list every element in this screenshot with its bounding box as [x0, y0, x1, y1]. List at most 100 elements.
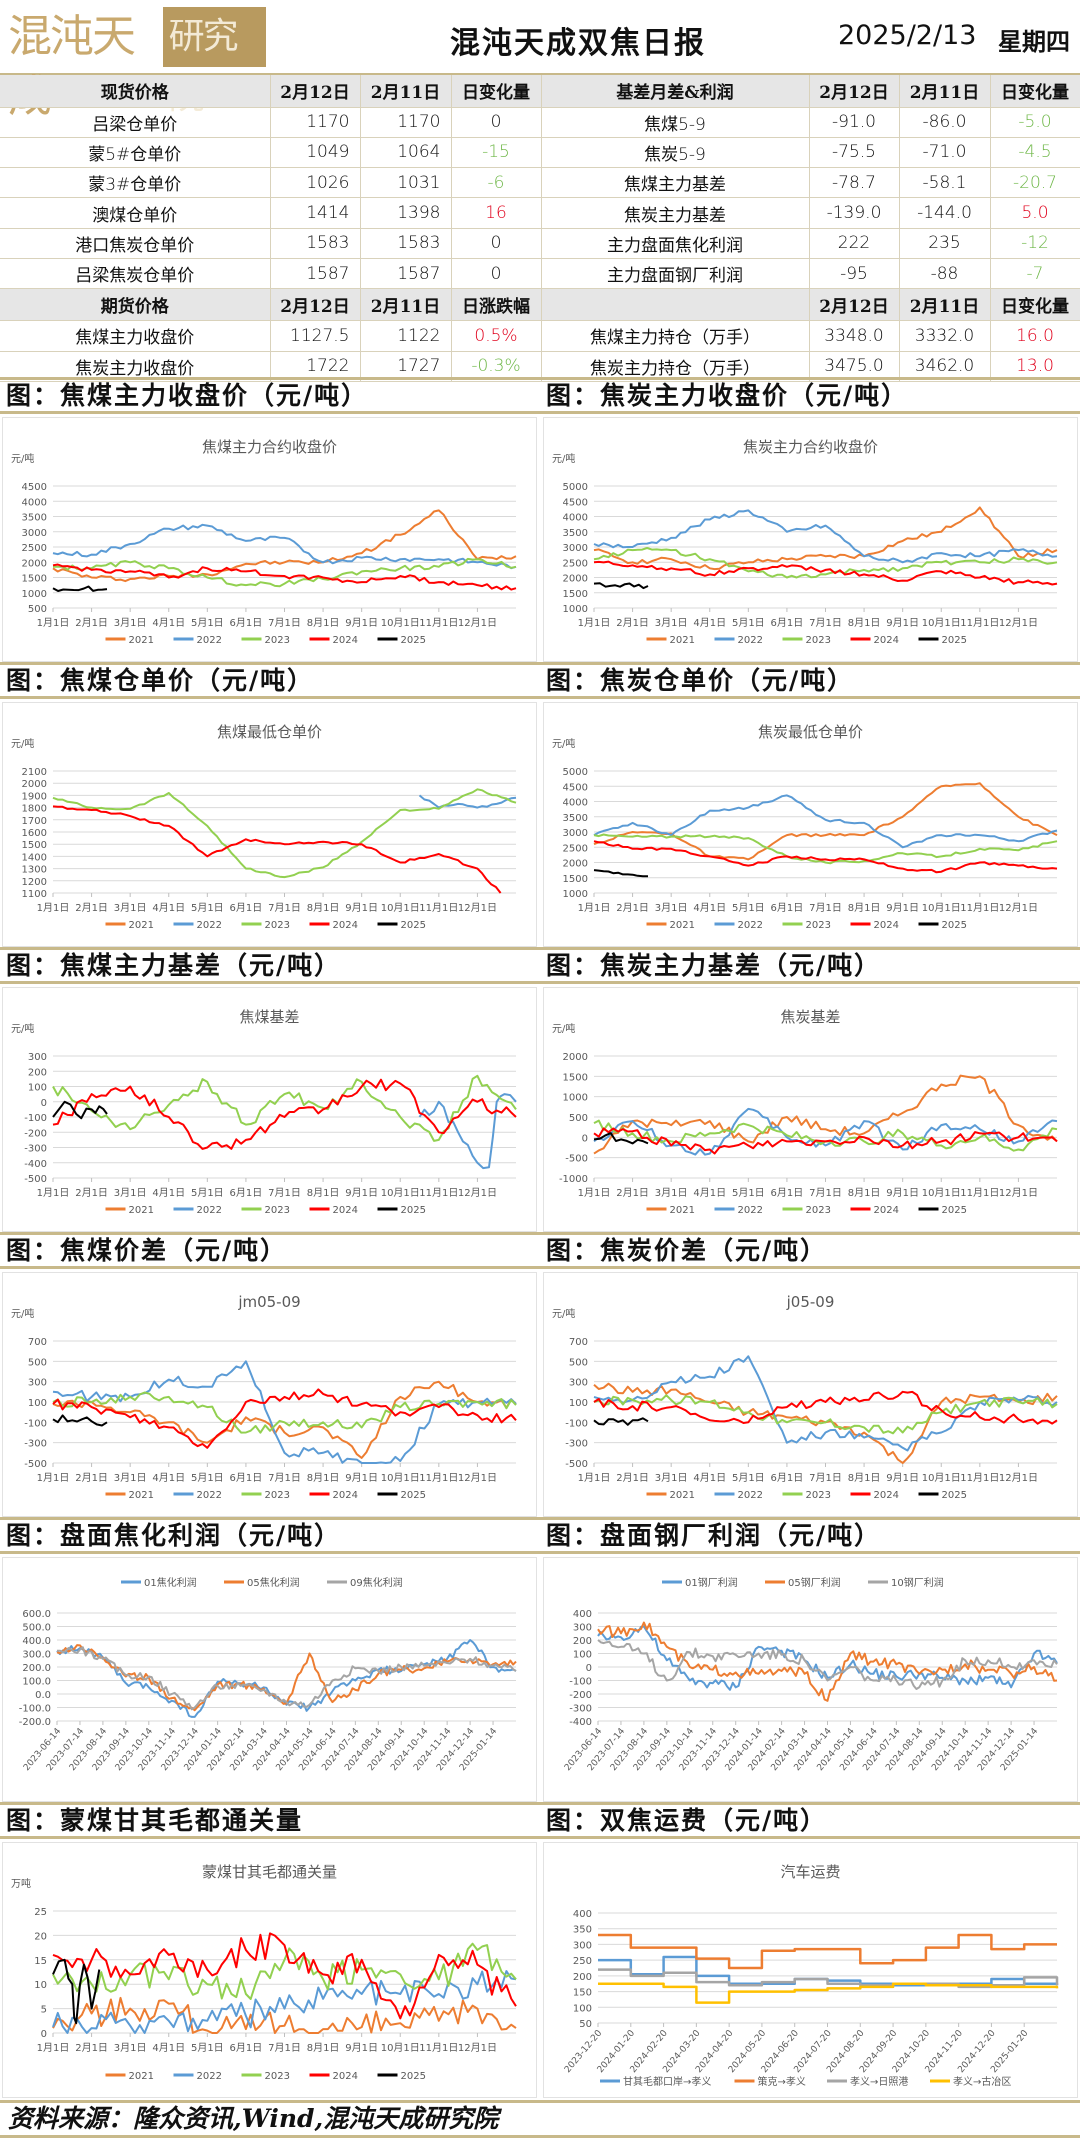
- x-tick-label: 11月1日: [419, 902, 458, 914]
- series-line-2025: [52, 1100, 108, 1120]
- x-tick-label: 12月1日: [458, 1187, 497, 1199]
- x-tick-label: 9月1日: [886, 1472, 919, 1484]
- y-tick-label: 500: [569, 1113, 588, 1124]
- report-header: 混沌天成 研究院 混沌天成双焦日报 2025/2/13 星期四: [0, 0, 1080, 122]
- x-tick-label: 3月1日: [114, 1472, 147, 1484]
- x-tick-label: 12月1日: [999, 617, 1038, 629]
- x-tick-label: 10月1日: [381, 902, 420, 914]
- x-tick-label: 1月1日: [578, 617, 611, 629]
- legend-label: 2022: [197, 1490, 222, 1501]
- x-tick-label: 4月1日: [152, 1472, 185, 1484]
- legend-item: 2022: [714, 1490, 763, 1501]
- legend-item: 2025: [377, 1490, 426, 1501]
- x-tick-label: 5月1日: [732, 1472, 765, 1484]
- x-tick-label: 10月1日: [922, 1472, 961, 1484]
- y-tick-label: 5000: [563, 767, 588, 778]
- series-line-2022: [418, 794, 517, 809]
- line-chart: -200.0 -100.0 0.0 100.0 200.0 300.0 400.0 500.0…: [19, 1576, 517, 1773]
- x-tick-label: 10月1日: [922, 1187, 961, 1199]
- series-line-2024: [593, 840, 1058, 874]
- y-tick-label: -200: [24, 1128, 47, 1139]
- y-tick-label: 1300: [22, 865, 47, 876]
- section-heading: 图：焦炭仓单价（元/吨）: [546, 666, 855, 695]
- legend-label: 2023: [265, 1490, 290, 1501]
- line-chart: j05-09 元/吨 -500 -300 -100 100 300 500 700 1月1日 2月1…: [552, 1293, 1058, 1501]
- series-line-2022: [593, 509, 1058, 564]
- column-header: 日变化量: [990, 288, 1080, 322]
- x-tick-label: 9月1日: [345, 2042, 378, 2054]
- y-tick-label: 5: [41, 2005, 47, 2016]
- y-axis-unit: 元/吨: [11, 737, 34, 750]
- y-tick-label: 350: [573, 1925, 592, 1936]
- y-tick-label: 0: [582, 1133, 588, 1144]
- series-line-2024: [593, 560, 1058, 586]
- section-heading: 图：盘面焦化利润（元/吨）: [6, 1521, 342, 1550]
- y-tick-label: 3500: [563, 528, 588, 539]
- legend-item: 2025: [377, 1205, 426, 1216]
- y-tick-label: 1000: [563, 604, 588, 615]
- y-axis-unit: 万吨: [11, 1877, 31, 1890]
- chart-panel: 焦煤最低仓单价 元/吨 1100 1200 1300 1400 1500 1600 1700 18…: [2, 702, 537, 947]
- x-tick-label: 2月1日: [616, 617, 649, 629]
- section-heading: 图：焦煤主力收盘价（元/吨）: [6, 381, 369, 410]
- legend-label: 05焦化利润: [247, 1576, 300, 1589]
- y-tick-label: 1500: [22, 840, 47, 851]
- section-heading: 图：焦煤主力基差（元/吨）: [6, 951, 342, 980]
- price-table: 现货价格 2月12日 2月11日 日变化量 基差月差&利润 2月12日 2月11日 日变化量吕…: [0, 75, 1080, 382]
- y-tick-label: 250: [573, 1956, 592, 1967]
- chart-panel: -400 -300 -200 -100 0 100 200 300 400 2023-06-14 2…: [543, 1557, 1078, 1802]
- legend-item: 2023: [782, 1205, 831, 1216]
- x-tick-label: 3月1日: [114, 902, 147, 914]
- series-line-策克→孝义: [598, 1933, 1057, 1970]
- legend-item: 2024: [850, 920, 899, 931]
- chart-title: 蒙煤甘其毛都通关量: [202, 1863, 337, 1881]
- legend-item: 2022: [173, 920, 222, 931]
- legend-label: 01钢厂利润: [685, 1576, 738, 1589]
- x-tick-label: 4月1日: [152, 617, 185, 629]
- legend-label: 2025: [401, 1205, 426, 1216]
- report-date: 2025/2/13: [838, 20, 977, 51]
- legend-label: 2024: [874, 1205, 899, 1216]
- chart-panel: -200.0 -100.0 0.0 100.0 200.0 300.0 400.0 500.0…: [2, 1557, 537, 1802]
- column-header: 基差月差&利润: [541, 75, 810, 108]
- legend-item: 2024: [309, 2071, 358, 2082]
- y-tick-label: -500: [565, 1459, 588, 1470]
- cell-value: 3462.0: [899, 351, 991, 382]
- x-tick-label: 4月1日: [693, 1472, 726, 1484]
- legend-item: 05焦化利润: [224, 1576, 300, 1589]
- cell-value: -78.7: [809, 167, 900, 199]
- y-tick-label: 200: [28, 1067, 47, 1078]
- cell-value: 1170: [270, 107, 361, 138]
- chart-panel: 焦炭基差 元/吨 -1000 -500 0 500 1000 1500 2000 1月1日 2月1日…: [543, 987, 1078, 1232]
- y-tick-label: 150: [573, 1988, 592, 1999]
- x-tick-label: 3月1日: [655, 902, 688, 914]
- chart-title: 焦煤最低仓单价: [217, 723, 322, 741]
- series-line-2024: [52, 805, 502, 894]
- legend-label: 孝义→古冶区: [953, 2075, 1011, 2088]
- chart-section: 图：焦煤价差（元/吨） 图：焦炭价差（元/吨） jm05-09 元/吨 -500 -300…: [0, 1232, 1080, 1517]
- series-line-2021: [593, 1074, 1058, 1155]
- cell-value: 0: [451, 107, 542, 138]
- y-tick-label: 2000: [22, 558, 47, 569]
- series-line-2023: [593, 1394, 1058, 1435]
- section-headings: 图：焦煤仓单价（元/吨） 图：焦炭仓单价（元/吨）: [0, 665, 1080, 699]
- column-header: 日变化量: [990, 75, 1080, 108]
- y-tick-label: 100.0: [22, 1677, 51, 1688]
- legend-label: 2022: [738, 635, 763, 646]
- chart-section: 图：蒙煤甘其毛都通关量 图：双焦运费（元/吨） 蒙煤甘其毛都通关量 万吨 0 5 10 15 2…: [0, 1802, 1080, 2100]
- y-tick-label: 300: [573, 1940, 592, 1951]
- row-label: 蒙3#仓单价: [0, 167, 271, 199]
- series-line-2025: [52, 1958, 101, 2025]
- x-tick-label: 4月1日: [152, 902, 185, 914]
- x-tick-label: 4月1日: [693, 1187, 726, 1199]
- table-row: 焦炭主力收盘价 1722 1727 -0.3% 焦炭主力持仓（万手） 3475.0 3462…: [0, 351, 1080, 382]
- cell-value: 1031: [360, 167, 452, 199]
- x-tick-label: 11月1日: [419, 1187, 458, 1199]
- legend-label: 2025: [942, 635, 967, 646]
- legend-label: 2024: [333, 1205, 358, 1216]
- x-tick-label: 3月1日: [114, 1187, 147, 1199]
- legend-label: 2024: [333, 635, 358, 646]
- legend-label: 2023: [806, 1205, 831, 1216]
- chart-title: j05-09: [786, 1293, 835, 1311]
